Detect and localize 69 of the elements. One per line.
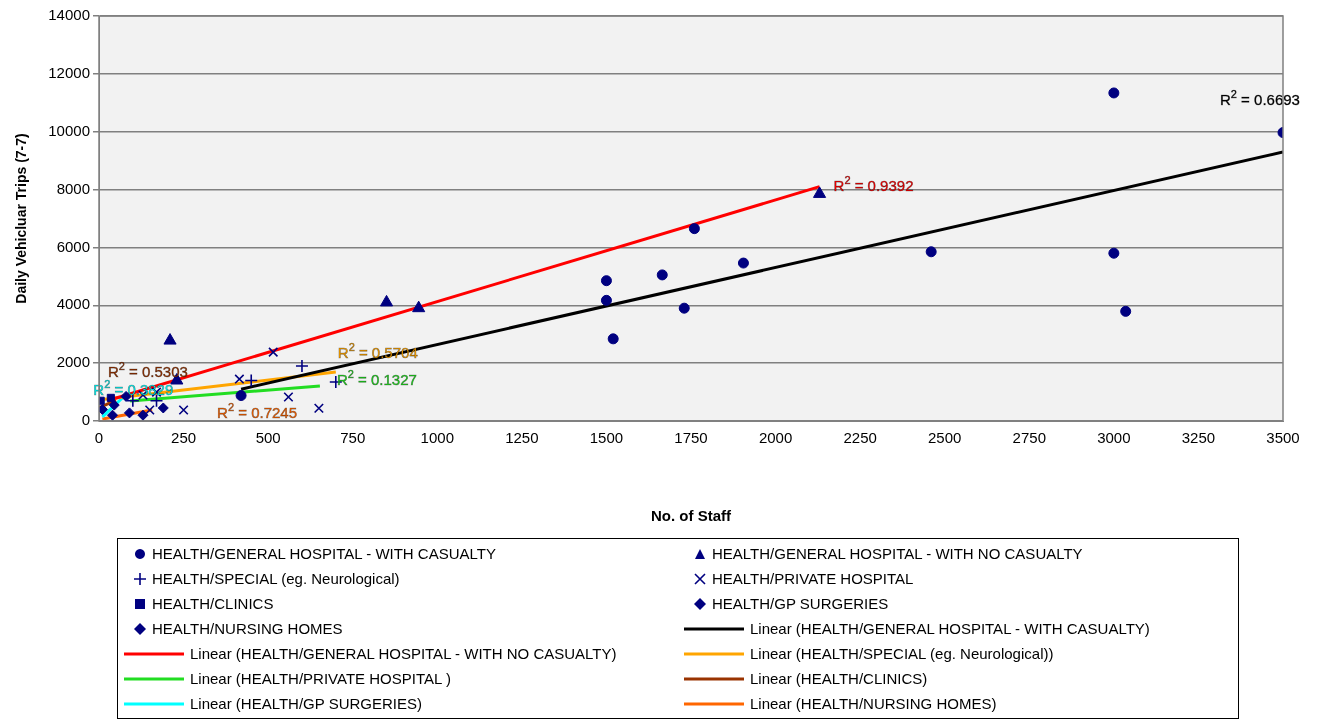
x-tick-label: 2500 <box>928 429 962 447</box>
x-tick-label: 3500 <box>1266 429 1300 447</box>
legend-label: HEALTH/PRIVATE HOSPITAL <box>712 570 914 587</box>
point <box>1108 247 1120 259</box>
legend-label: HEALTH/SPECIAL (eg. Neurological) <box>152 570 400 587</box>
point <box>656 269 668 281</box>
point <box>157 402 169 414</box>
point <box>244 373 259 388</box>
point <box>163 333 177 345</box>
point <box>235 390 247 402</box>
legend-label: Linear (HEALTH/GENERAL HOSPITAL - WITH CASUALTY) <box>750 620 1150 637</box>
point <box>812 186 827 198</box>
x-tick-label: 3250 <box>1181 429 1216 447</box>
legend-label: Linear (HEALTH/GENERAL HOSPITAL - WITH NO CASUALTY) <box>190 645 617 662</box>
point <box>106 393 115 402</box>
x-tick-label: 500 <box>255 429 281 447</box>
point <box>600 275 612 287</box>
point <box>178 404 189 416</box>
x-tick-label: 2250 <box>843 429 877 447</box>
point <box>607 333 619 345</box>
point <box>1108 87 1120 99</box>
legend-label: Linear (HEALTH/NURSING HOMES) <box>750 695 997 712</box>
x-tick-label: 2750 <box>1012 429 1046 447</box>
x-tick-label: 1000 <box>420 429 454 447</box>
y-tick-label: 10000 <box>48 121 90 139</box>
legend-label: Linear (HEALTH/GP SURGERIES) <box>190 695 423 712</box>
point <box>925 246 937 258</box>
point <box>283 391 294 403</box>
point <box>108 399 120 411</box>
point <box>1120 305 1132 317</box>
y-tick-label: 6000 <box>56 237 90 255</box>
x-axis-title: No. of Staff <box>651 507 732 525</box>
point <box>600 294 612 306</box>
point <box>678 302 690 314</box>
x-tick-label: 1750 <box>674 429 708 447</box>
legend-label: HEALTH/NURSING HOMES <box>152 620 343 637</box>
legend-label: HEALTH/GENERAL HOSPITAL - WITH CASUALTY <box>152 545 496 562</box>
y-tick-label: 14000 <box>48 6 90 24</box>
point <box>737 257 749 269</box>
y-axis-title: Daily Vehicluar Trips (7-7) <box>13 133 30 304</box>
point <box>137 409 149 421</box>
point <box>234 374 245 385</box>
y-tick-label: 4000 <box>56 295 90 313</box>
y-tick-label: 12000 <box>48 64 90 81</box>
point <box>313 403 324 414</box>
legend-label: HEALTH/GENERAL HOSPITAL - WITH NO CASUALTY <box>712 545 1083 562</box>
point <box>123 407 135 419</box>
point <box>379 294 394 307</box>
legend-label: HEALTH/GP SURGERIES <box>712 595 889 612</box>
x-tick-label: 2000 <box>758 429 793 447</box>
point <box>295 359 309 373</box>
x-tick-label: 250 <box>171 429 197 447</box>
y-tick-label: 2000 <box>56 353 90 371</box>
point <box>107 409 119 421</box>
x-tick-label: 3000 <box>1097 429 1131 447</box>
x-tick-label: 750 <box>340 429 366 447</box>
point <box>688 223 700 235</box>
x-tick-label: 1500 <box>589 429 624 447</box>
y-tick-label: 8000 <box>56 179 90 197</box>
x-tick-label: 0 <box>94 429 104 447</box>
legend-label: HEALTH/CLINICS <box>152 595 274 612</box>
point <box>412 300 426 313</box>
legend-label: Linear (HEALTH/PRIVATE HOSPITAL ) <box>190 670 451 687</box>
legend-label: Linear (HEALTH/SPECIAL (eg. Neurological)) <box>750 645 1054 662</box>
point <box>144 404 155 416</box>
legend-label: Linear (HEALTH/CLINICS) <box>750 670 928 687</box>
point <box>268 347 279 358</box>
y-tick-label: 0 <box>81 411 90 429</box>
x-tick-label: 1250 <box>505 429 539 447</box>
